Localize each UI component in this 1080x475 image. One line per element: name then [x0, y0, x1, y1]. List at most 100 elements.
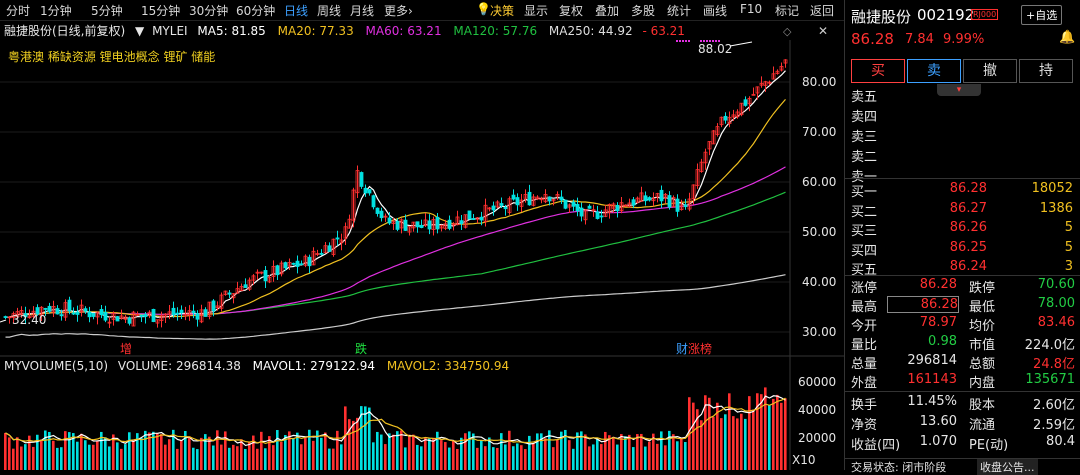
- volume-bar: [496, 447, 499, 470]
- candle-body: [407, 226, 412, 233]
- add-watchlist-button[interactable]: +自选: [1021, 5, 1063, 25]
- buy-level-1-volume: 18052: [1031, 181, 1073, 196]
- candle-body: [515, 197, 520, 206]
- marker-zeng[interactable]: 增: [120, 342, 132, 356]
- volume-bar: [264, 448, 267, 470]
- candle-body: [531, 196, 536, 206]
- marker-die[interactable]: 跌: [355, 341, 367, 356]
- statistics-button[interactable]: 统计: [667, 4, 692, 18]
- volume-bar: [420, 446, 423, 470]
- volume-bar: [684, 442, 687, 470]
- volume-bar: [576, 432, 579, 470]
- candle-body: [523, 194, 528, 199]
- candle-body: [403, 219, 408, 231]
- mavol2-line: [5, 397, 786, 445]
- mark-button[interactable]: 标记: [775, 4, 800, 18]
- tab-timeshare[interactable]: 分时: [6, 4, 31, 18]
- candle-body: [567, 204, 572, 208]
- volume-bar: [548, 430, 551, 470]
- candle-body: [711, 130, 716, 145]
- kline-chart[interactable]: 80.00 70.00 60.00 50.00 40.00 30.00 60000 40000…: [0, 20, 844, 470]
- volume-bar: [56, 447, 59, 470]
- marker-zhangbang[interactable]: 涨榜: [688, 341, 712, 356]
- tab-15min[interactable]: 15分钟: [141, 4, 181, 18]
- volume-bar: [472, 433, 475, 470]
- candle-body: [439, 224, 444, 229]
- expand-icon[interactable]: ▾: [937, 84, 981, 96]
- tab-5min[interactable]: 5分钟: [91, 4, 123, 18]
- price-axis: 80.00 70.00 60.00 50.00 40.00 30.00 60000 40000…: [798, 75, 836, 445]
- volume-bar: [224, 431, 227, 470]
- sell-level-4: 卖四: [851, 110, 878, 125]
- tab-weekly[interactable]: 周线: [317, 4, 342, 18]
- back-button[interactable]: 返回: [810, 4, 835, 18]
- fundamental-value: 80.4: [1046, 434, 1075, 449]
- volume-bar: [320, 437, 323, 470]
- volume-bar: [512, 446, 515, 470]
- tab-daily[interactable]: 日线: [284, 4, 309, 18]
- volume-bar: [212, 445, 215, 470]
- sell-button[interactable]: 卖: [907, 59, 961, 83]
- candle-body: [759, 82, 764, 86]
- volume-bar: [572, 448, 575, 470]
- candle-body: [475, 217, 480, 220]
- tab-more[interactable]: 更多›: [384, 2, 413, 19]
- cancel-order-button[interactable]: 撤: [963, 59, 1017, 83]
- current-price: 86.28: [851, 30, 894, 48]
- volume-bar: [356, 417, 359, 470]
- tab-60min[interactable]: 60分钟: [236, 4, 276, 18]
- diamond-icon[interactable]: ◇: [783, 25, 792, 38]
- volume-bar: [184, 431, 187, 470]
- volume-tick: 40000: [798, 403, 836, 417]
- volume-bar: [24, 444, 27, 470]
- volume-bar: [28, 435, 31, 470]
- marker-cai[interactable]: 财: [676, 342, 688, 356]
- low-price-label: 32.40: [12, 313, 46, 327]
- candle-body: [123, 316, 128, 320]
- volume-bar: [120, 448, 123, 470]
- high-arrow: [729, 41, 753, 47]
- volume-bar: [588, 446, 591, 470]
- candle-body: [7, 316, 12, 319]
- ma120-label: MA120: 57.76: [453, 24, 537, 38]
- overlay-button[interactable]: 叠加: [595, 4, 620, 18]
- volume-bar: [240, 439, 243, 470]
- candle-body: [323, 245, 328, 254]
- volume-bar: [68, 432, 71, 470]
- restore-right-button[interactable]: 复权: [559, 4, 584, 18]
- candle-body: [539, 198, 544, 201]
- candle-body: [391, 220, 396, 224]
- candle-body: [307, 256, 312, 267]
- tab-monthly[interactable]: 月线: [350, 4, 375, 18]
- volume-bar: [280, 442, 283, 470]
- tab-30min[interactable]: 30分钟: [189, 4, 229, 18]
- volume-bar: [168, 439, 171, 470]
- candle-body: [207, 301, 212, 317]
- draw-line-button[interactable]: 画线: [703, 4, 728, 18]
- volume-bar: [328, 448, 331, 470]
- stat-value: 86.28: [919, 277, 957, 292]
- f10-button[interactable]: F10: [740, 2, 763, 16]
- candle-body: [99, 309, 104, 316]
- bell-icon[interactable]: 🔔: [1059, 30, 1076, 45]
- price-tick: 30.00: [802, 325, 836, 339]
- ma250-label: MA250: 44.92: [549, 24, 633, 38]
- display-button[interactable]: 显示: [524, 4, 549, 18]
- volume-bar: [700, 420, 703, 470]
- candle-body: [375, 207, 380, 214]
- close-icon[interactable]: ✕: [818, 24, 828, 38]
- holdings-button[interactable]: 持: [1019, 59, 1073, 83]
- closing-notice[interactable]: 收盘公告...: [977, 459, 1038, 475]
- candle-body: [703, 151, 708, 164]
- signal-dot: [700, 40, 702, 42]
- candle-body: [251, 275, 256, 281]
- buy-button[interactable]: 买: [851, 59, 905, 83]
- volume-bar: [196, 449, 199, 470]
- quote-panel: 融捷股份 002192 RJ000 +自选 86.28 7.84 9.99% 🔔…: [844, 0, 1080, 475]
- decision-button[interactable]: 决策: [490, 4, 515, 18]
- candle-body: [683, 204, 688, 208]
- multi-stock-button[interactable]: 多股: [631, 4, 656, 18]
- tab-1min[interactable]: 1分钟: [40, 4, 72, 18]
- candle-body: [483, 204, 488, 222]
- candle-body: [571, 201, 576, 207]
